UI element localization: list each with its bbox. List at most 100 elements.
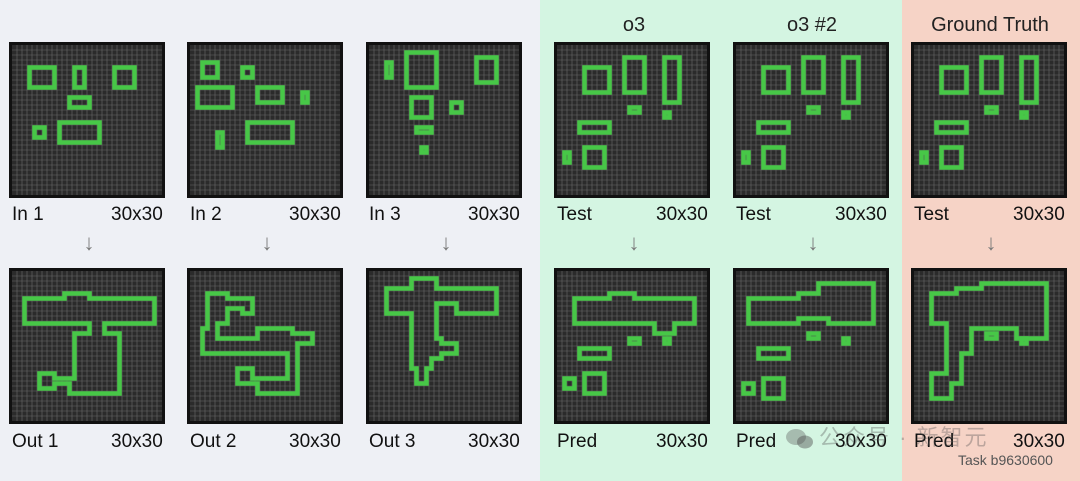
grid-lines bbox=[557, 271, 707, 421]
grid-image bbox=[911, 42, 1067, 198]
green-outline-rect bbox=[939, 65, 969, 95]
green-outline-rect bbox=[1019, 55, 1039, 105]
green-outline-rect bbox=[300, 90, 310, 105]
green-outline-rect bbox=[582, 371, 607, 396]
grid-lines bbox=[369, 45, 519, 195]
green-outline-rect bbox=[582, 145, 607, 170]
green-outline-rect bbox=[741, 150, 751, 165]
green-outline-rect bbox=[801, 55, 826, 95]
grid-panel-in2 bbox=[187, 42, 343, 198]
grid-lines bbox=[914, 45, 1064, 195]
panel-size: 30x30 bbox=[656, 204, 708, 225]
connected-outline bbox=[22, 291, 157, 396]
green-outline-rect bbox=[27, 65, 57, 90]
green-outline-rect bbox=[934, 120, 969, 135]
green-outline-rect bbox=[756, 346, 791, 361]
grid-image bbox=[554, 268, 710, 424]
grid-image bbox=[187, 42, 343, 198]
panel-size: 30x30 bbox=[289, 204, 341, 225]
grid-lines bbox=[12, 45, 162, 195]
green-outline-rect bbox=[57, 120, 102, 145]
green-outline-rect bbox=[240, 65, 255, 80]
green-outline-rect bbox=[919, 150, 929, 165]
green-outline-rect bbox=[215, 130, 225, 150]
watermark-text: 公众号 · 新智元 bbox=[819, 425, 989, 450]
connected-outline bbox=[384, 276, 499, 386]
panel-label: Pred bbox=[914, 431, 955, 452]
grid-panel-out2 bbox=[187, 268, 343, 424]
grid-panel-test1 bbox=[554, 42, 710, 198]
green-outline-rect bbox=[409, 95, 434, 120]
green-outline-rect bbox=[32, 125, 47, 140]
connected-outline bbox=[200, 291, 315, 396]
wechat-icon bbox=[786, 429, 813, 449]
panel-label: Out 3 bbox=[369, 431, 416, 452]
green-outline-rect bbox=[195, 85, 235, 110]
green-outline-rect bbox=[939, 145, 964, 170]
green-outline-rect bbox=[67, 95, 92, 110]
green-outline-rect bbox=[806, 331, 821, 341]
header-ground-truth: Ground Truth bbox=[931, 14, 1049, 36]
green-outline-rect bbox=[414, 125, 434, 135]
down-arrow-icon: ↓ bbox=[440, 230, 452, 255]
green-outline-rect bbox=[112, 65, 137, 90]
connected-outline bbox=[746, 281, 876, 326]
panel-label: Pred bbox=[557, 431, 598, 452]
green-outline-rect bbox=[1019, 336, 1029, 346]
green-outline-rect bbox=[1019, 110, 1029, 120]
green-outline-rect bbox=[562, 150, 572, 165]
grid-panel-out1 bbox=[9, 268, 165, 424]
green-outline-rect bbox=[662, 110, 672, 120]
panel-label: Test bbox=[914, 204, 949, 225]
watermark: 公众号 · 新智元 bbox=[785, 420, 989, 452]
grid-lines bbox=[736, 45, 886, 195]
grid-lines bbox=[190, 271, 340, 421]
green-outline-rect bbox=[245, 120, 295, 145]
header-o3-2: o3 #2 bbox=[786, 14, 838, 36]
grid-image bbox=[366, 268, 522, 424]
panel-label: Test bbox=[557, 204, 592, 225]
panel-label: Pred bbox=[736, 431, 777, 452]
grid-lines bbox=[914, 271, 1064, 421]
green-outline-rect bbox=[384, 60, 394, 80]
green-outline-rect bbox=[662, 336, 672, 346]
down-arrow-icon: ↓ bbox=[985, 230, 997, 255]
green-outline-rect bbox=[200, 60, 220, 80]
grid-image bbox=[187, 268, 343, 424]
grid-image bbox=[733, 42, 889, 198]
grid-panel-test3 bbox=[911, 42, 1067, 198]
grid-image bbox=[9, 268, 165, 424]
grid-lines bbox=[736, 271, 886, 421]
header-o3: o3 bbox=[622, 14, 646, 36]
green-outline-rect bbox=[984, 105, 999, 115]
panel-size: 30x30 bbox=[1013, 204, 1065, 225]
grid-lines bbox=[190, 45, 340, 195]
grid-panel-in1 bbox=[9, 42, 165, 198]
grid-image bbox=[733, 268, 889, 424]
green-outline-rect bbox=[756, 120, 791, 135]
panel-label: In 1 bbox=[12, 204, 44, 225]
grid-image bbox=[366, 42, 522, 198]
green-outline-rect bbox=[761, 145, 786, 170]
grid-lines bbox=[12, 271, 162, 421]
grid-panel-pred3 bbox=[911, 268, 1067, 424]
panel-size: 30x30 bbox=[468, 204, 520, 225]
green-outline-rect bbox=[627, 105, 642, 115]
grid-panel-pred2 bbox=[733, 268, 889, 424]
green-outline-rect bbox=[841, 110, 851, 120]
panel-size: 30x30 bbox=[289, 431, 341, 452]
green-outline-rect bbox=[255, 85, 285, 105]
green-outline-rect bbox=[562, 376, 577, 391]
green-outline-rect bbox=[474, 55, 499, 85]
green-outline-rect bbox=[577, 346, 612, 361]
panel-size: 30x30 bbox=[468, 431, 520, 452]
panel-label: In 2 bbox=[190, 204, 222, 225]
green-outline-rect bbox=[761, 376, 786, 401]
connected-outline bbox=[929, 281, 1049, 401]
grid-panel-pred1 bbox=[554, 268, 710, 424]
down-arrow-icon: ↓ bbox=[807, 230, 819, 255]
panel-size: 30x30 bbox=[835, 431, 887, 452]
panel-size: 30x30 bbox=[1013, 431, 1065, 452]
down-arrow-icon: ↓ bbox=[261, 230, 273, 255]
down-arrow-icon: ↓ bbox=[628, 230, 640, 255]
